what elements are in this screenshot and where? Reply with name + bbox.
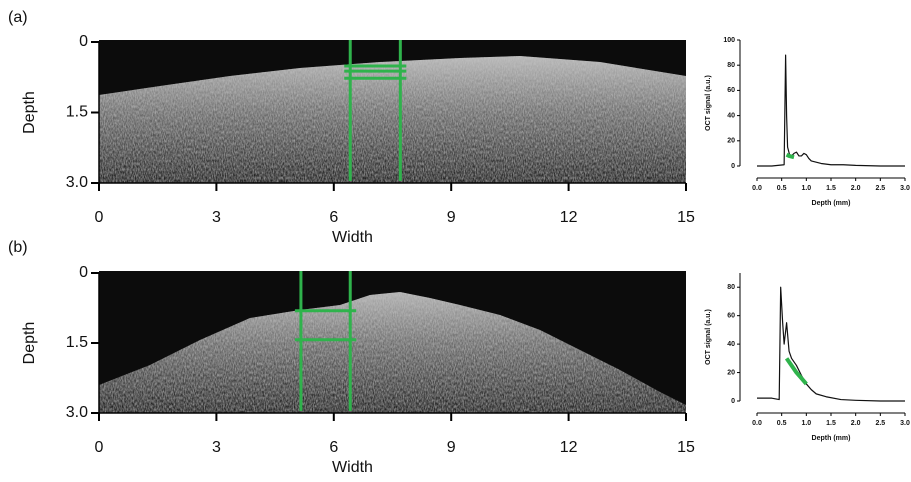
signal-line xyxy=(757,287,905,401)
y-tick-label: 3.0 xyxy=(66,404,88,421)
y-tick-label: 3.0 xyxy=(66,174,88,191)
x-axis-label: Depth (mm) xyxy=(812,435,851,442)
x-axis-label: Width xyxy=(332,229,373,246)
y-tick-label: 40 xyxy=(727,112,735,119)
x-tick-label: 0.0 xyxy=(752,420,762,427)
x-tick-label: 15 xyxy=(677,209,695,226)
y-tick-label: 40 xyxy=(727,341,735,348)
panel-label: (b) xyxy=(8,239,28,256)
y-axis-label: OCT signal (a.u.) xyxy=(705,309,712,365)
x-tick-label: 12 xyxy=(560,209,578,226)
x-tick-label: 3 xyxy=(212,209,221,226)
x-tick-label: 1.0 xyxy=(801,420,811,427)
x-tick-label: 0.5 xyxy=(777,185,787,192)
oct-image-b xyxy=(99,271,686,413)
x-tick-label: 3 xyxy=(212,439,221,456)
x-tick-label: 1.5 xyxy=(826,420,836,427)
y-tick-label: 1.5 xyxy=(66,334,88,351)
fit-line xyxy=(787,155,794,158)
x-tick-label: 0.5 xyxy=(777,420,787,427)
y-tick-label: 0 xyxy=(79,33,88,50)
figure: (a)0369121501.53.0WidthDepth020406080100… xyxy=(0,0,911,482)
y-tick-label: 0 xyxy=(79,264,88,281)
y-tick-label: 20 xyxy=(727,138,735,145)
x-tick-label: 3.0 xyxy=(900,420,910,427)
x-tick-label: 0.0 xyxy=(752,185,762,192)
x-tick-label: 3.0 xyxy=(900,185,910,192)
fit-line xyxy=(787,358,807,384)
y-axis-label: Depth xyxy=(21,322,38,365)
x-tick-label: 9 xyxy=(447,439,456,456)
x-tick-label: 0 xyxy=(95,209,104,226)
y-tick-label: 0 xyxy=(731,163,735,170)
x-tick-label: 2.0 xyxy=(851,185,861,192)
x-tick-label: 9 xyxy=(447,209,456,226)
x-tick-label: 1.0 xyxy=(801,185,811,192)
y-tick-label: 1.5 xyxy=(66,104,88,121)
x-tick-label: 15 xyxy=(677,439,695,456)
panel-label: (a) xyxy=(8,9,28,26)
y-tick-label: 80 xyxy=(727,284,735,291)
y-tick-label: 60 xyxy=(727,87,735,94)
x-tick-label: 1.5 xyxy=(826,185,836,192)
oct-image-a xyxy=(99,40,686,183)
y-tick-label: 20 xyxy=(727,369,735,376)
x-axis-label: Depth (mm) xyxy=(812,200,851,207)
x-tick-label: 6 xyxy=(329,209,338,226)
y-tick-label: 80 xyxy=(727,62,735,69)
x-tick-label: 2.5 xyxy=(875,185,885,192)
y-axis-label: Depth xyxy=(21,91,38,134)
y-tick-label: 0 xyxy=(731,398,735,405)
x-tick-label: 12 xyxy=(560,439,578,456)
x-tick-label: 0 xyxy=(95,439,104,456)
signal-line xyxy=(757,55,905,166)
y-axis-label: OCT signal (a.u.) xyxy=(705,75,712,131)
x-tick-label: 6 xyxy=(329,439,338,456)
y-tick-label: 100 xyxy=(723,37,735,44)
x-tick-label: 2.5 xyxy=(875,420,885,427)
x-tick-label: 2.0 xyxy=(851,420,861,427)
y-tick-label: 60 xyxy=(727,313,735,320)
x-axis-label: Width xyxy=(332,459,373,476)
